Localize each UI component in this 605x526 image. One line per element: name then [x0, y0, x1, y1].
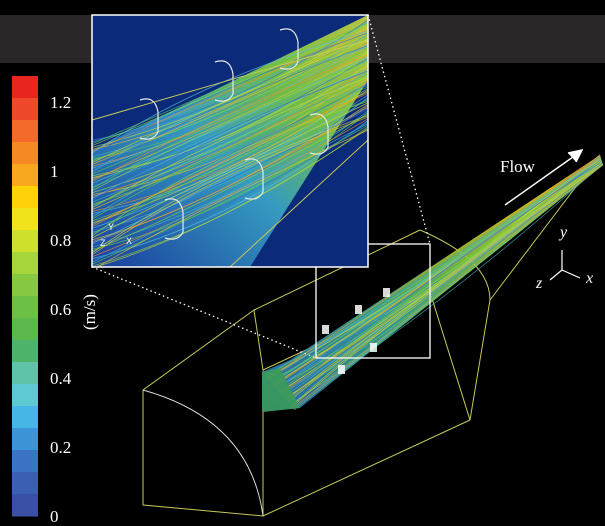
inset-streamline: [92, 24, 368, 147]
inset-streamline: [92, 73, 368, 205]
colorbar-segment: [12, 340, 38, 363]
obstacles: [322, 288, 390, 374]
inset-streamline: [92, 112, 368, 250]
axis-x-label: x: [586, 270, 594, 287]
streamline: [282, 161, 603, 397]
colorbar-tick-0.8: 0.8: [50, 231, 72, 250]
inset-streamline: [92, 35, 368, 160]
colorbar-segment: [12, 186, 38, 209]
axis-triad: [549, 250, 581, 281]
inset-streamline: [92, 62, 368, 192]
streamline: [287, 162, 603, 404]
colorbar-tick-1: 1: [50, 162, 59, 181]
colorbar-segment: [12, 450, 38, 473]
inset-streamline: [92, 92, 368, 228]
inset-streamline: [92, 70, 368, 201]
colorbar-segment: [12, 98, 38, 121]
inset-streamline: [92, 97, 368, 233]
colorbar-tick-1.2: 1.2: [50, 93, 72, 112]
inset-streamline: [92, 84, 368, 218]
streamline: [293, 164, 604, 411]
streamline: [293, 164, 604, 410]
inset-streamline: [92, 48, 368, 175]
inset-streamline: [92, 57, 368, 186]
colorbar-segment: [12, 142, 38, 165]
colorbar-tick-0: 0: [50, 507, 59, 526]
zoom-region-box: [315, 243, 431, 359]
colorbar-segment: [12, 362, 38, 385]
colorbar-segment: [12, 76, 38, 99]
inset-streamline: [92, 102, 368, 239]
inset-streamline: [92, 99, 368, 235]
inset-streamline: [92, 30, 368, 154]
streamline: [276, 159, 602, 391]
inset-axis-x: X: [126, 236, 133, 246]
inset-streamline: [92, 43, 368, 169]
inset-streamline: [92, 80, 368, 212]
inset-streamline: [92, 77, 368, 209]
colorbar-segment: [12, 120, 38, 143]
inset-streamline: [92, 32, 368, 156]
colorbar-unit-label: (m/s): [80, 294, 99, 330]
colorbar-tick-0.6: 0.6: [50, 300, 72, 319]
inset-streamline: [92, 86, 368, 220]
colorbar-segment: [12, 230, 38, 253]
inset-streamline: [92, 116, 368, 256]
inset-streamline: [92, 22, 368, 145]
flow-arrow: [504, 148, 584, 206]
streamline: [267, 156, 601, 380]
inset-streamline: [92, 100, 368, 237]
colorbar-segment: [12, 428, 38, 451]
inset-streamline: [92, 46, 368, 173]
colorbar-segment: [12, 318, 38, 341]
streamline: [291, 164, 603, 408]
inset-streamline: [92, 61, 368, 190]
colorbar-tick-0.4: 0.4: [50, 369, 72, 388]
inset-streamline: [92, 38, 368, 163]
colorbar-segment: [12, 208, 38, 231]
inset-streamline: [92, 108, 368, 246]
inset-streamline: [92, 115, 368, 254]
colorbar-segment: [12, 494, 38, 517]
colorbar-segment: [12, 384, 38, 407]
streamline-bundle: [262, 155, 604, 412]
inset-axis-y: Y: [108, 222, 115, 232]
axis-y-label: y: [560, 224, 568, 241]
colorbar-segment: [12, 164, 38, 187]
inset-streamline: [92, 75, 368, 207]
inset-axis-z: Z: [100, 238, 106, 248]
inset-streamline: [92, 89, 368, 224]
inset-streamline: [94, 128, 368, 267]
inset-streamline: [92, 113, 368, 252]
colorbar-tick-0.2: 0.2: [50, 438, 72, 457]
colorbar-segment: [12, 296, 38, 319]
inset-streamline: [92, 107, 368, 244]
colorbar-segment: [12, 252, 38, 275]
inset-streamline: [92, 54, 368, 182]
axis-z-label: z: [536, 275, 543, 292]
inset-view: [91, 14, 369, 268]
inset-streamline: [92, 65, 368, 196]
inset-streamline: [92, 124, 368, 265]
streamline: [289, 163, 603, 405]
streamline: [290, 163, 603, 407]
colorbar-segment: [12, 472, 38, 495]
colorbar-segment: [12, 406, 38, 429]
flow-label: Flow: [500, 157, 535, 176]
inset-streamline: [92, 21, 368, 143]
inset-streamline: [92, 123, 368, 263]
inset-streamline: [92, 53, 368, 180]
colorbar-segment: [12, 274, 38, 297]
colorbar: [12, 76, 38, 517]
inset-streamline: [92, 83, 368, 216]
inset-streamline: [92, 26, 368, 148]
